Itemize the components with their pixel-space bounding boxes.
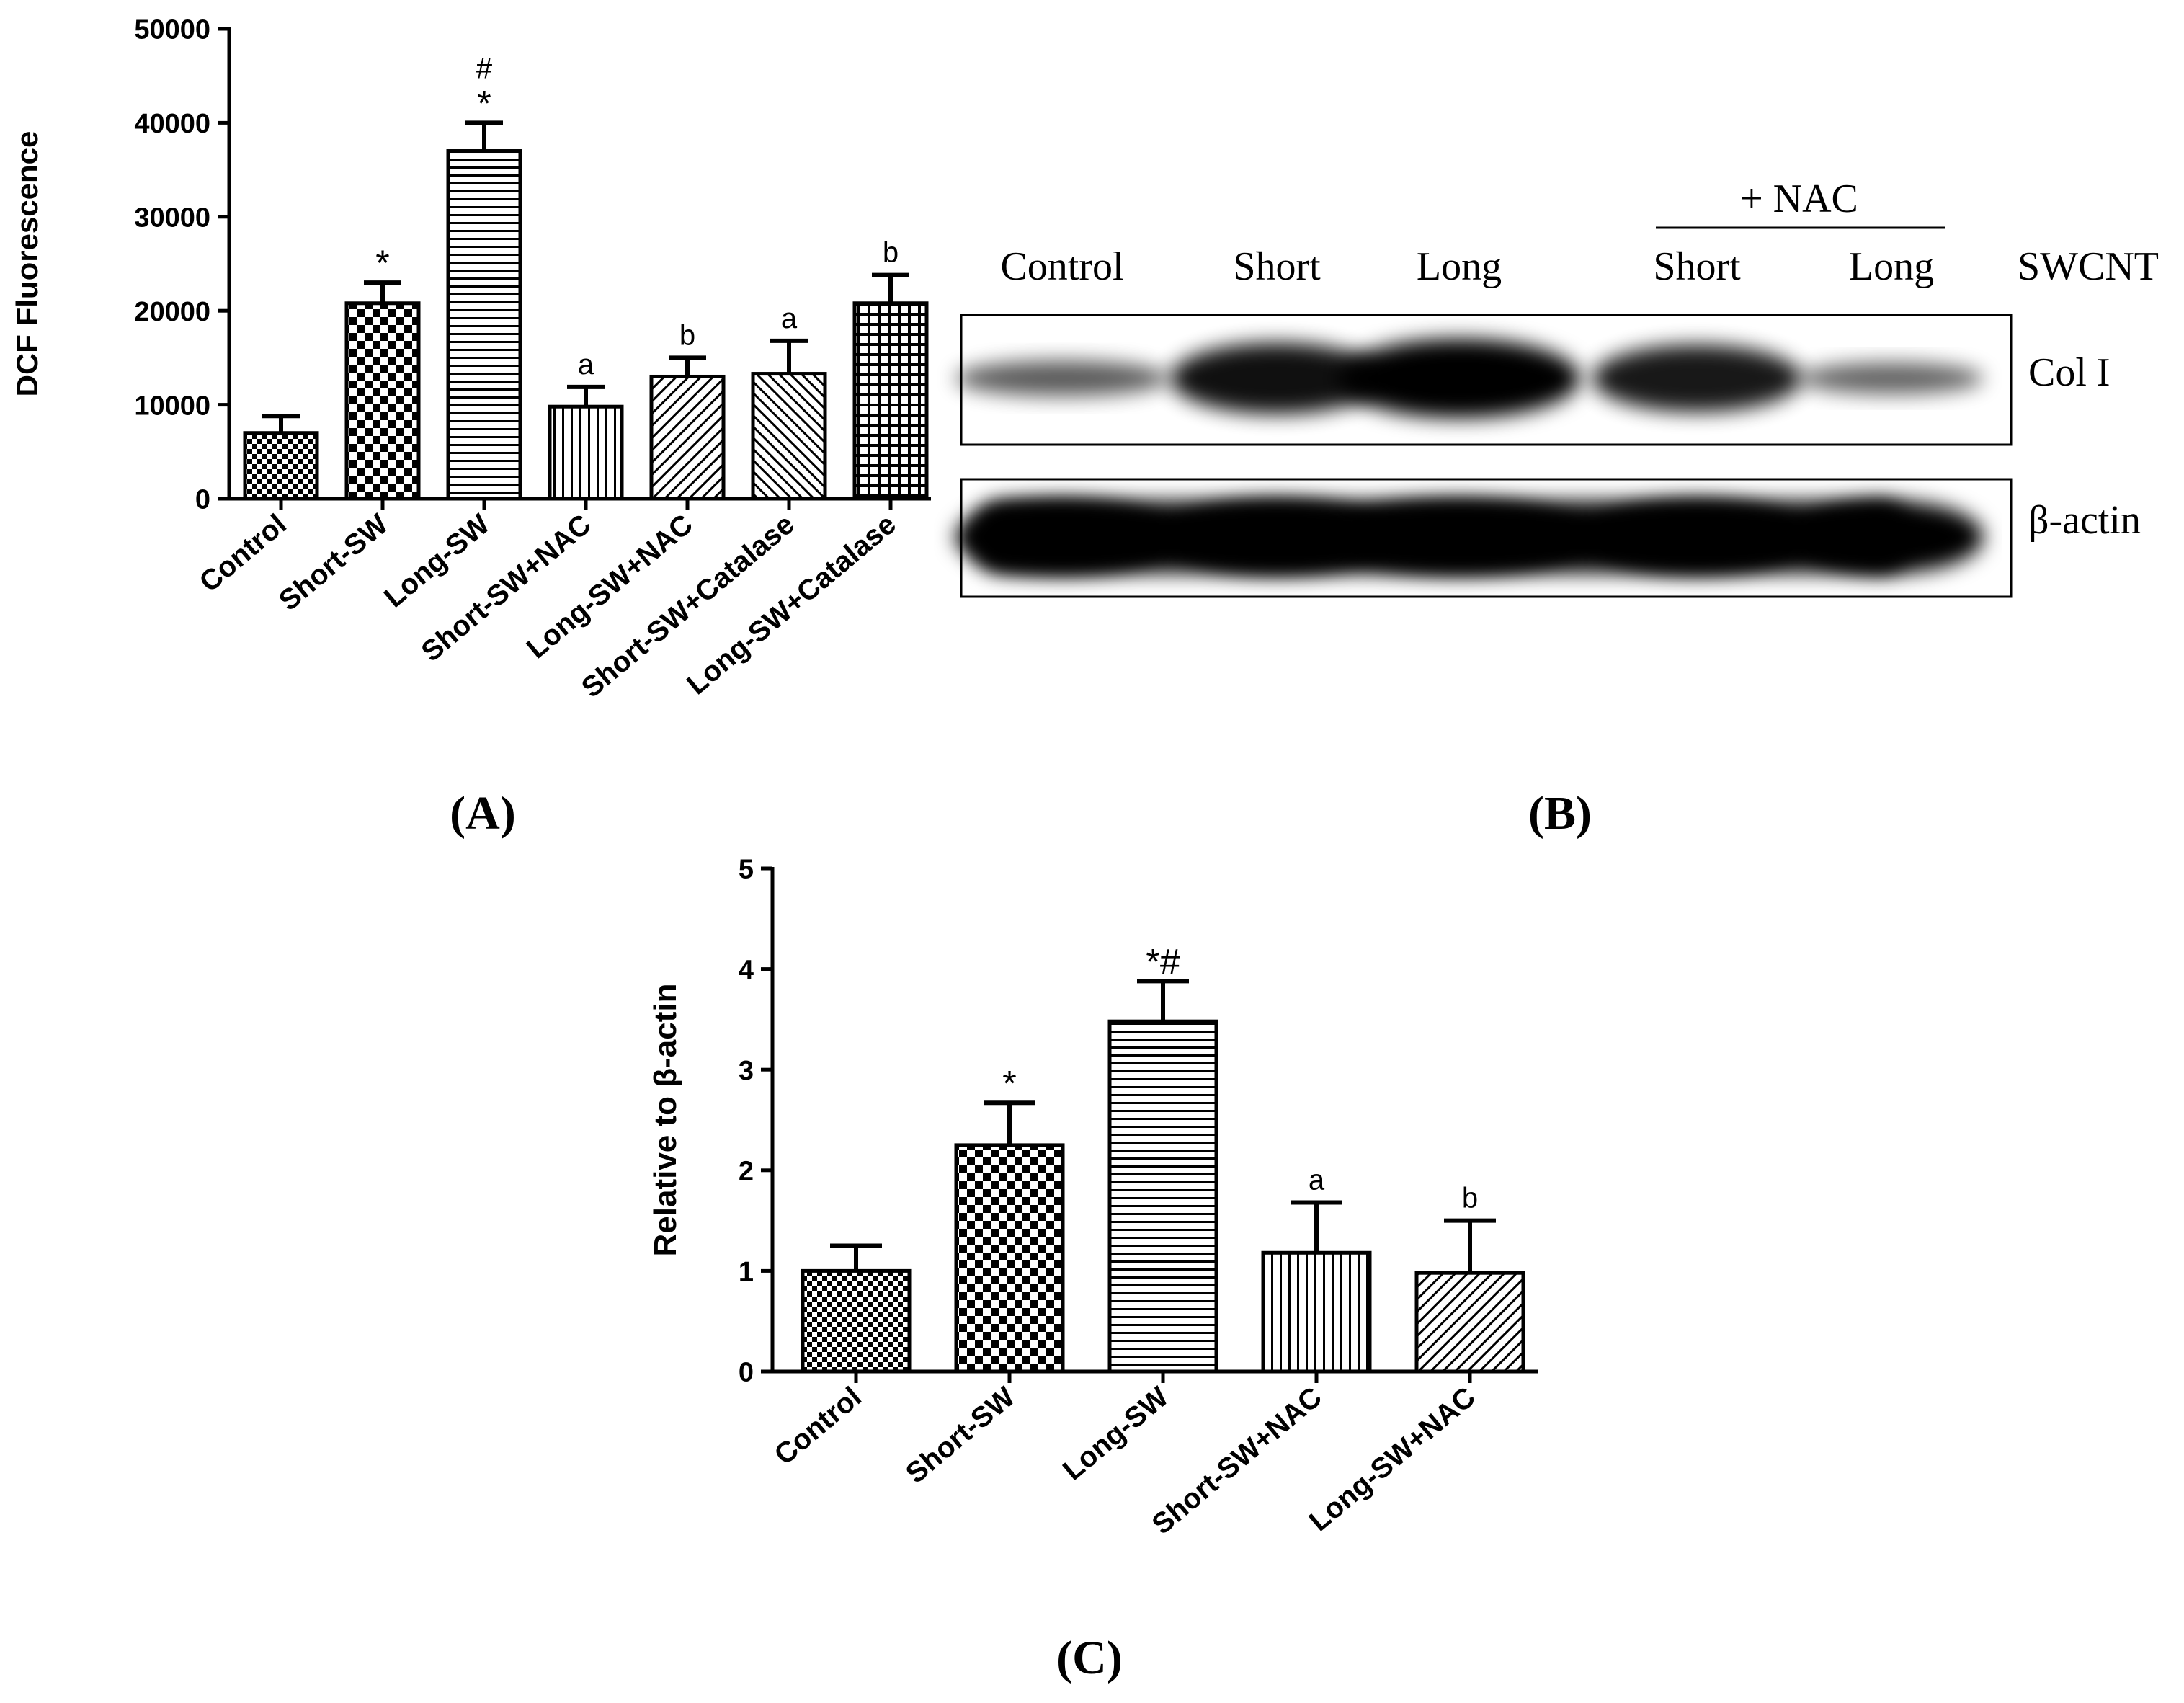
blot-lane-label-short: Short: [1233, 244, 1321, 289]
blot-band-actin-lane-4: [1592, 501, 1802, 573]
bar-control: [243, 431, 319, 501]
blot-band-col-i-lane-5: [1799, 363, 1984, 394]
bar-short-sw-nac: [548, 404, 624, 501]
panel-c-label-close: ): [1107, 1632, 1123, 1684]
significance-label-short-sw: *: [1002, 1063, 1016, 1103]
significance-label-short-sw-catalase: a: [781, 303, 798, 334]
chart-c-relative-col-i: 0 1 2 3 4 5 Relative to β-actin Control Short-SW…: [648, 855, 1538, 1541]
panel-b-label-letter: B: [1544, 787, 1576, 840]
blot-lane-label-nac-short: Short: [1653, 244, 1741, 289]
significance-label-long-sw-nac: b: [1462, 1183, 1478, 1214]
western-blot-panel: + NAC Control Short Long Short Long SWCN…: [955, 177, 2159, 598]
panel-a-label-open: (: [450, 787, 465, 840]
y-tick-label: 0: [739, 1358, 754, 1388]
bar-long-sw-nac: [1414, 1271, 1525, 1374]
blot-lane-label-control: Control: [1000, 244, 1123, 289]
blot-band-actin-lane-3: [1338, 501, 1580, 573]
y-axis-title: DCF Fluorescence: [10, 131, 44, 397]
panel-c-label: (C): [1056, 1632, 1123, 1684]
x-tick-label-long-sw-nac: Long-SW+NAC: [1303, 1381, 1481, 1537]
bar-long-sw: [1107, 1019, 1218, 1374]
x-tick-label-control: Control: [769, 1381, 868, 1471]
panel-c-label-letter: C: [1072, 1632, 1107, 1684]
y-tick-label: 10000: [134, 391, 210, 421]
y-tick-label: 1: [739, 1257, 754, 1287]
y-tick-label: 0: [195, 485, 210, 515]
bar-long-sw-catalase: [852, 301, 929, 501]
blot-band-col-i-lane-1: [955, 360, 1169, 396]
blot-nac-label: + NAC: [1740, 177, 1858, 221]
significance-label-short-sw-nac: a: [578, 349, 594, 381]
bar-short-sw-nac: [1261, 1250, 1372, 1374]
significance-label-long-sw: *#: [1146, 941, 1180, 982]
bar-long-sw-nac: [649, 374, 726, 501]
x-tick-label-short-sw-nac: Short-SW+NAC: [416, 508, 597, 668]
bar-control: [801, 1268, 912, 1374]
x-tick-label-long-sw-nac: Long-SW+NAC: [521, 508, 699, 664]
y-tick-label: 5: [739, 855, 754, 885]
panel-b-label-open: (: [1528, 787, 1544, 840]
significance-label-2-long-sw: #: [476, 53, 493, 84]
y-tick-label: 30000: [134, 203, 210, 233]
bar-long-sw: [446, 149, 522, 501]
blot-row-label-colI: Col I: [2028, 350, 2111, 395]
blot-group-label: SWCNT: [2018, 244, 2159, 289]
significance-label-long-sw-nac: b: [679, 319, 695, 351]
blot-band-col-i-lane-2: [1170, 342, 1383, 414]
y-axis-title: Relative to β-actin: [648, 984, 683, 1257]
significance-label-short-sw-nac: a: [1309, 1164, 1325, 1196]
significance-label-long-sw-catalase: b: [883, 237, 899, 269]
blot-actin-bands: [955, 501, 1984, 573]
blot-band-actin-lane-5: [1799, 501, 1984, 573]
y-tick-label: 20000: [134, 297, 210, 327]
blot-band-actin-lane-1: [955, 501, 1169, 573]
blot-lane-label-long: Long: [1417, 244, 1502, 289]
panel-b-label: (B): [1528, 787, 1592, 840]
y-tick-label: 50000: [134, 15, 210, 45]
bar-short-sw-catalase: [751, 372, 827, 501]
panel-a-label-letter: A: [465, 787, 500, 840]
x-tick-label-short-sw: Short-SW: [273, 508, 394, 617]
significance-label-short-sw: *: [375, 243, 389, 283]
y-tick-label: 40000: [134, 109, 210, 139]
blot-lane-label-nac-long: Long: [1849, 244, 1934, 289]
y-tick-label: 3: [739, 1056, 754, 1086]
panel-a-label: (A): [450, 787, 516, 840]
panel-a-label-close: ): [500, 787, 516, 840]
y-tick-label: 4: [739, 955, 754, 985]
blot-colI-bands: [955, 339, 1984, 418]
blot-band-actin-lane-2: [1170, 501, 1383, 573]
blot-row-label-actin: β-actin: [2028, 498, 2141, 543]
blot-band-col-i-lane-4: [1592, 344, 1802, 412]
chart-a-dcf-fluorescence: 0 10000 20000 30000 40000 50000 DCF Fluorescen…: [10, 15, 931, 704]
x-tick-label-control: Control: [194, 508, 293, 598]
blot-band-col-i-lane-3: [1338, 339, 1580, 418]
significance-label-long-sw: *: [477, 83, 491, 123]
panel-c-label-open: (: [1056, 1632, 1072, 1684]
panel-b-label-close: ): [1576, 787, 1592, 840]
x-tick-label-long-sw: Long-SW: [1057, 1381, 1175, 1487]
x-tick-label-short-sw: Short-SW: [900, 1381, 1021, 1490]
y-tick-label: 2: [739, 1156, 754, 1186]
bar-short-sw: [954, 1143, 1065, 1374]
bar-short-sw: [344, 301, 421, 501]
